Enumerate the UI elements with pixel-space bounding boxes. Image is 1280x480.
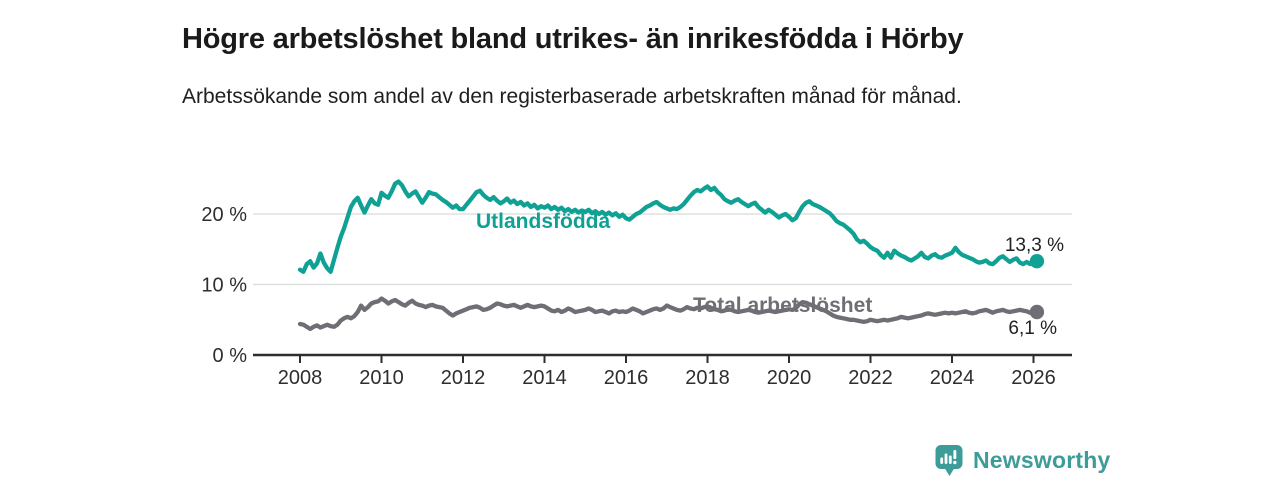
newsworthy-brand: Newsworthy (934, 443, 1110, 477)
end-value-label-total: 6,1 % (1008, 318, 1057, 339)
x-tick-label: 2018 (685, 367, 730, 389)
x-tick-label: 2020 (767, 367, 812, 389)
x-tick-label: 2008 (278, 367, 323, 389)
chart-title: Högre arbetslöshet bland utrikes- än inr… (182, 23, 964, 56)
chart-generated-layer: 2008 2010 2012 2014 2016 2018 2020 2022 2024 2026… (201, 179, 1072, 389)
chart-subtitle: Arbetssökande som andel av den registerb… (182, 85, 962, 108)
series-end-dot-0 (1029, 254, 1045, 269)
x-tick-label: 2014 (522, 367, 567, 389)
newsworthy-logo-icon (935, 445, 963, 476)
y-tick-label: 10 % (201, 275, 247, 297)
brand-name: Newsworthy (973, 446, 1111, 473)
x-tick-label: 2016 (604, 367, 649, 389)
series-label-utlandsfodda: Utlandsfödda (476, 210, 610, 233)
x-tick-label: 2010 (359, 367, 404, 389)
end-value-label-utlandsfodda: 13,3 % (1005, 235, 1064, 256)
x-tick-label: 2026 (1011, 367, 1056, 389)
series-line-1 (297, 296, 1040, 332)
x-tick-label: 2024 (930, 367, 975, 389)
x-tick-label: 2012 (441, 367, 486, 389)
x-tick-label: 2022 (848, 367, 893, 389)
y-tick-label: 0 % (213, 345, 248, 367)
y-tick-label: 20 % (201, 204, 247, 226)
series-line-0 (297, 179, 1040, 274)
series-end-dot-1 (1029, 304, 1045, 320)
series-label-total-arbetsloshet: Total arbetslöshet (693, 294, 872, 317)
chart-label-layer: Utlandsfödda Total arbetslöshet 13,3 % 6… (476, 210, 1064, 339)
